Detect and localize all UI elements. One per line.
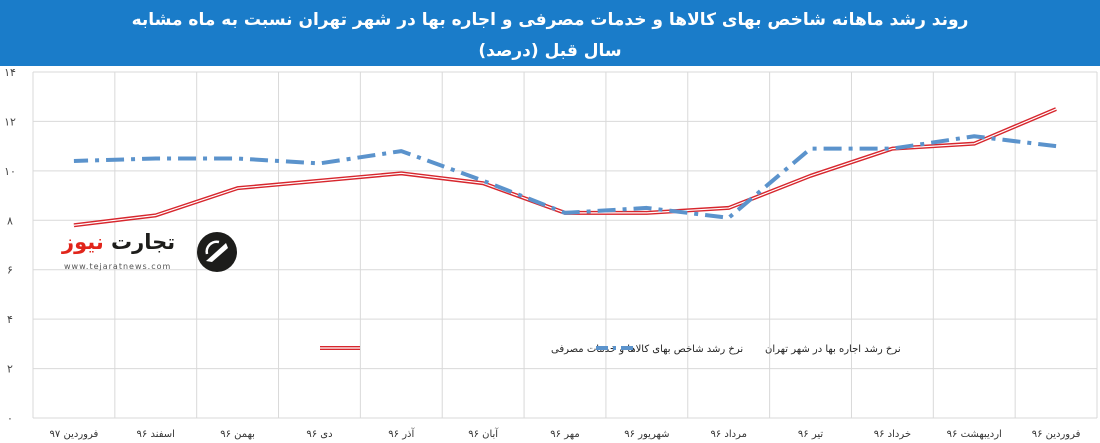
x-tick-label: مهر ۹۶ <box>550 429 579 440</box>
x-tick-label: اردیبهشت ۹۶ <box>947 429 1002 440</box>
y-tick-label: ۶ <box>7 264 13 277</box>
x-tick-label: فروردین ۹۷ <box>50 429 99 440</box>
chart-title-line-1: روند رشد ماهانه شاخص بهای کالاها و خدمات… <box>131 10 969 30</box>
y-tick-label: ۱۰ <box>4 165 16 178</box>
series-line-cpi <box>73 107 1057 228</box>
x-tick-label: تیر ۹۶ <box>798 429 823 440</box>
legend-label-cpi: نرخ رشد شاخص بهای کالاها و خدمات مصرفی <box>551 344 743 355</box>
y-tick-label: ۱۲ <box>4 115 16 128</box>
logo-url: www.tejaratnews.com <box>64 262 172 271</box>
chart-title-line-2: سال قبل (درصد) <box>478 41 622 61</box>
x-tick-label: شهریور ۹۶ <box>624 429 669 440</box>
y-tick-label: ۰ <box>7 412 13 425</box>
y-tick-label: ۲ <box>7 363 13 376</box>
x-tick-label: آبان ۹۶ <box>468 427 499 440</box>
chart-header <box>0 0 1100 66</box>
y-tick-label: ۱۴ <box>4 66 16 79</box>
x-tick-label: آذر ۹۶ <box>388 427 415 440</box>
x-tick-label: مرداد ۹۶ <box>710 429 747 440</box>
x-tick-label: خرداد ۹۶ <box>874 429 911 440</box>
x-tick-label: فروردین ۹۶ <box>1032 429 1081 440</box>
series-line-cpi-inner <box>73 108 1057 226</box>
y-tick-label: ۸ <box>7 214 13 227</box>
logo-wordmark: تجارت نیوز <box>62 230 176 254</box>
legend-label-rent: نرخ رشد اجاره بها در شهر تهران <box>765 344 901 355</box>
y-tick-label: ۴ <box>7 313 13 326</box>
x-tick-label: بهمن ۹۶ <box>220 429 255 440</box>
x-tick-label: اسفند ۹۶ <box>137 429 175 440</box>
x-tick-label: دی ۹۶ <box>306 429 332 440</box>
tejarat-news-logo: www.tejaratnews.com تجارت نیوز <box>62 230 242 276</box>
logo-badge-icon <box>197 232 237 272</box>
